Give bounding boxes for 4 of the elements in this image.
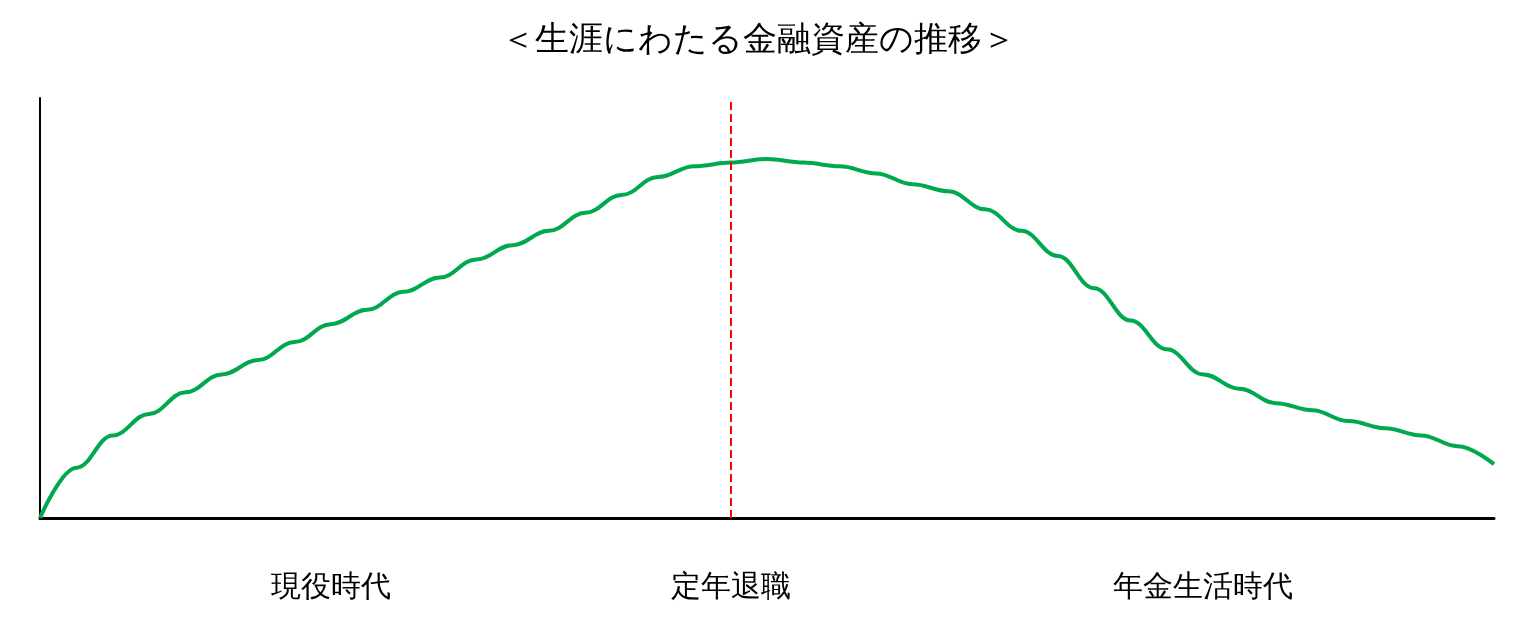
chart-title: ＜生涯にわたる金融資産の推移＞: [500, 18, 1016, 58]
x-tick-label: 定年退職: [670, 567, 791, 603]
x-tick-label: 年金生活時代: [1113, 567, 1294, 603]
x-tick-label: 現役時代: [270, 567, 391, 603]
